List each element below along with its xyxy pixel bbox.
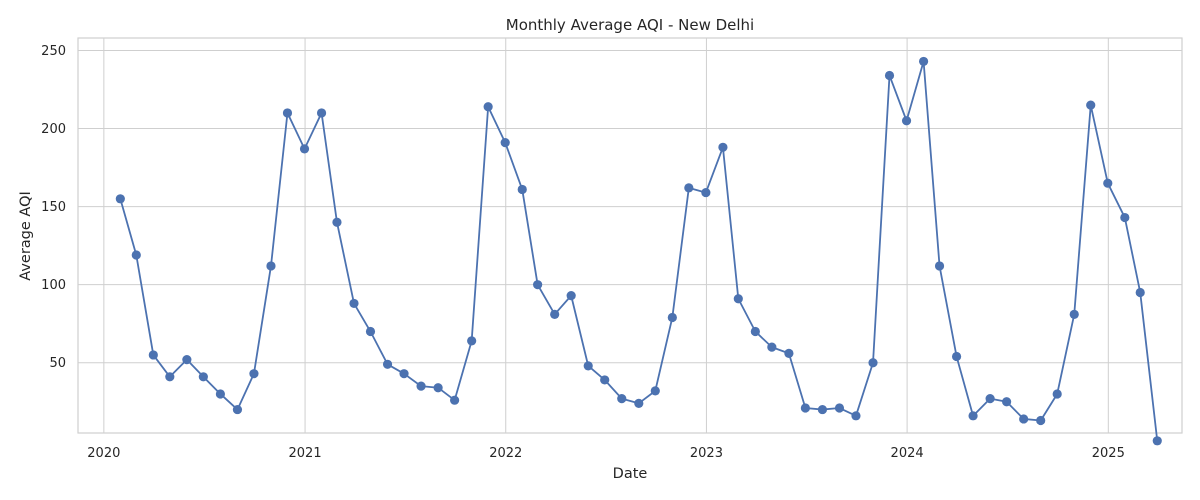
data-point: [684, 183, 694, 193]
data-point: [1120, 212, 1130, 223]
x-tick-label: 2024: [891, 446, 924, 461]
data-point: [650, 386, 660, 396]
y-tick-label: 100: [41, 278, 66, 293]
data-point: [1135, 287, 1145, 298]
y-tick-label: 200: [41, 122, 66, 137]
data-point: [382, 359, 393, 369]
data-point: [918, 56, 929, 67]
data-point: [215, 389, 225, 399]
data-point: [299, 144, 310, 154]
data-point: [934, 261, 945, 271]
data-point: [165, 372, 175, 382]
chart-title: Monthly Average AQI - New Delhi: [506, 16, 754, 34]
data-point: [182, 355, 192, 365]
y-tick-label: 250: [41, 44, 66, 59]
data-point: [433, 383, 443, 393]
data-point: [817, 404, 828, 415]
data-point: [500, 138, 510, 148]
data-point: [985, 394, 995, 404]
data-point: [617, 394, 627, 404]
data-point: [1002, 397, 1012, 407]
data-point: [1086, 100, 1096, 110]
data-point: [800, 403, 810, 413]
data-point: [583, 361, 593, 371]
x-tick-label: 2025: [1092, 446, 1125, 461]
series-layer: [115, 56, 1162, 446]
y-axis-title: Average AQI: [18, 191, 34, 281]
data-point: [467, 336, 477, 346]
data-point: [951, 351, 962, 362]
data-point: [148, 350, 158, 360]
data-point: [1152, 436, 1162, 446]
y-tick-label: 50: [49, 356, 66, 371]
data-point: [550, 309, 560, 319]
data-point: [416, 381, 426, 391]
data-point: [399, 369, 409, 379]
data-point: [784, 348, 794, 358]
data-point: [115, 194, 125, 204]
data-point: [1019, 414, 1029, 424]
x-tick-label: 2023: [690, 446, 723, 461]
data-point: [232, 404, 243, 415]
data-point: [750, 326, 760, 337]
data-point: [249, 369, 259, 379]
data-point: [1069, 309, 1079, 319]
data-point: [968, 411, 978, 421]
data-point: [868, 358, 878, 368]
data-point: [733, 294, 743, 304]
data-point: [365, 326, 376, 337]
data-point: [533, 280, 543, 290]
data-point: [600, 375, 610, 385]
data-point: [316, 108, 327, 118]
data-point: [718, 142, 728, 152]
data-point: [282, 108, 293, 118]
x-axis-title: Date: [613, 466, 648, 482]
data-point: [332, 217, 342, 227]
data-point: [450, 395, 460, 405]
data-point: [483, 102, 493, 112]
data-point: [517, 184, 527, 195]
data-point: [1052, 389, 1062, 399]
tick-labels: 2020 2021 2022 2023 2024 2025 50 100 150 200 250: [41, 44, 1125, 461]
data-point: [1103, 178, 1113, 188]
gridlines: [78, 38, 1182, 433]
data-point: [349, 298, 359, 309]
data-point: [667, 312, 677, 323]
x-tick-label: 2020: [87, 446, 120, 461]
data-point: [198, 372, 208, 382]
data-point: [834, 403, 845, 413]
data-point: [851, 411, 861, 421]
data-point: [901, 116, 912, 126]
data-point: [767, 342, 777, 352]
data-point: [701, 187, 711, 198]
x-tick-label: 2022: [489, 446, 522, 461]
data-point: [884, 70, 895, 81]
data-point: [566, 291, 576, 301]
plot-frame: [77, 37, 1183, 434]
data-point: [634, 398, 644, 408]
data-point: [131, 250, 141, 260]
data-point: [1036, 415, 1046, 426]
y-tick-label: 150: [41, 200, 66, 215]
series-line: [119, 60, 1159, 441]
x-tick-label: 2021: [289, 446, 322, 461]
data-point: [266, 261, 276, 271]
